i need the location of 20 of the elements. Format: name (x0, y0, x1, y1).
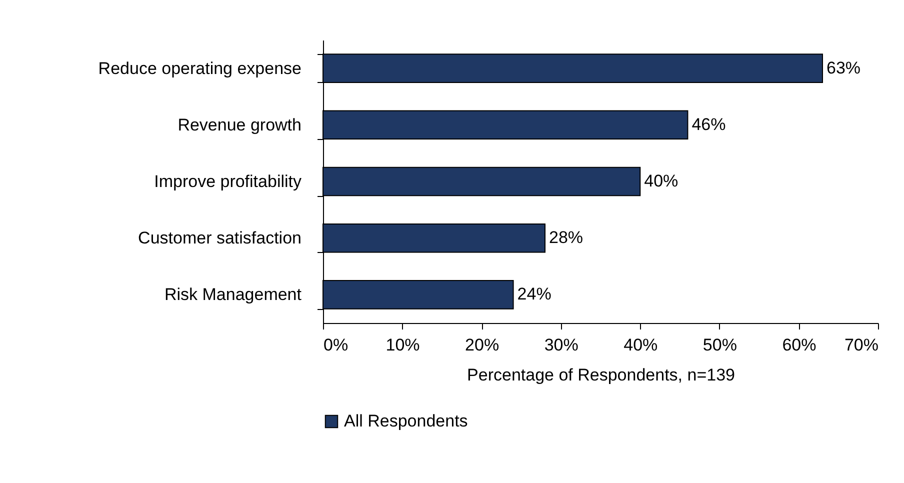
y-tick-label: Improve profitability (154, 172, 302, 191)
x-tick-label: 50% (702, 336, 737, 354)
y-tick-label: Customer satisfaction (138, 228, 302, 248)
data-label: 46% (692, 114, 726, 134)
data-label: 24% (517, 284, 552, 304)
data-label: 40% (644, 172, 678, 190)
y-tick-label: Revenue growth (178, 115, 302, 134)
legend-label: All Respondents (344, 412, 468, 430)
x-tick-label: 30% (544, 336, 578, 354)
x-tick-label: 60% (782, 336, 816, 354)
x-tick-label: 10% (386, 336, 420, 354)
data-label: 28% (549, 228, 584, 248)
x-tick-label: 20% (465, 336, 500, 354)
x-axis-title: Percentage of Respondents, n=139 (467, 366, 735, 384)
y-tick-label: Risk Management (164, 285, 302, 304)
x-tick-label: 70% (844, 336, 878, 354)
x-tick-label: 40% (624, 336, 658, 354)
y-tick-label: Reduce operating expense (98, 58, 302, 78)
data-label: 63% (826, 58, 861, 78)
x-tick-label: 0% (324, 336, 348, 354)
